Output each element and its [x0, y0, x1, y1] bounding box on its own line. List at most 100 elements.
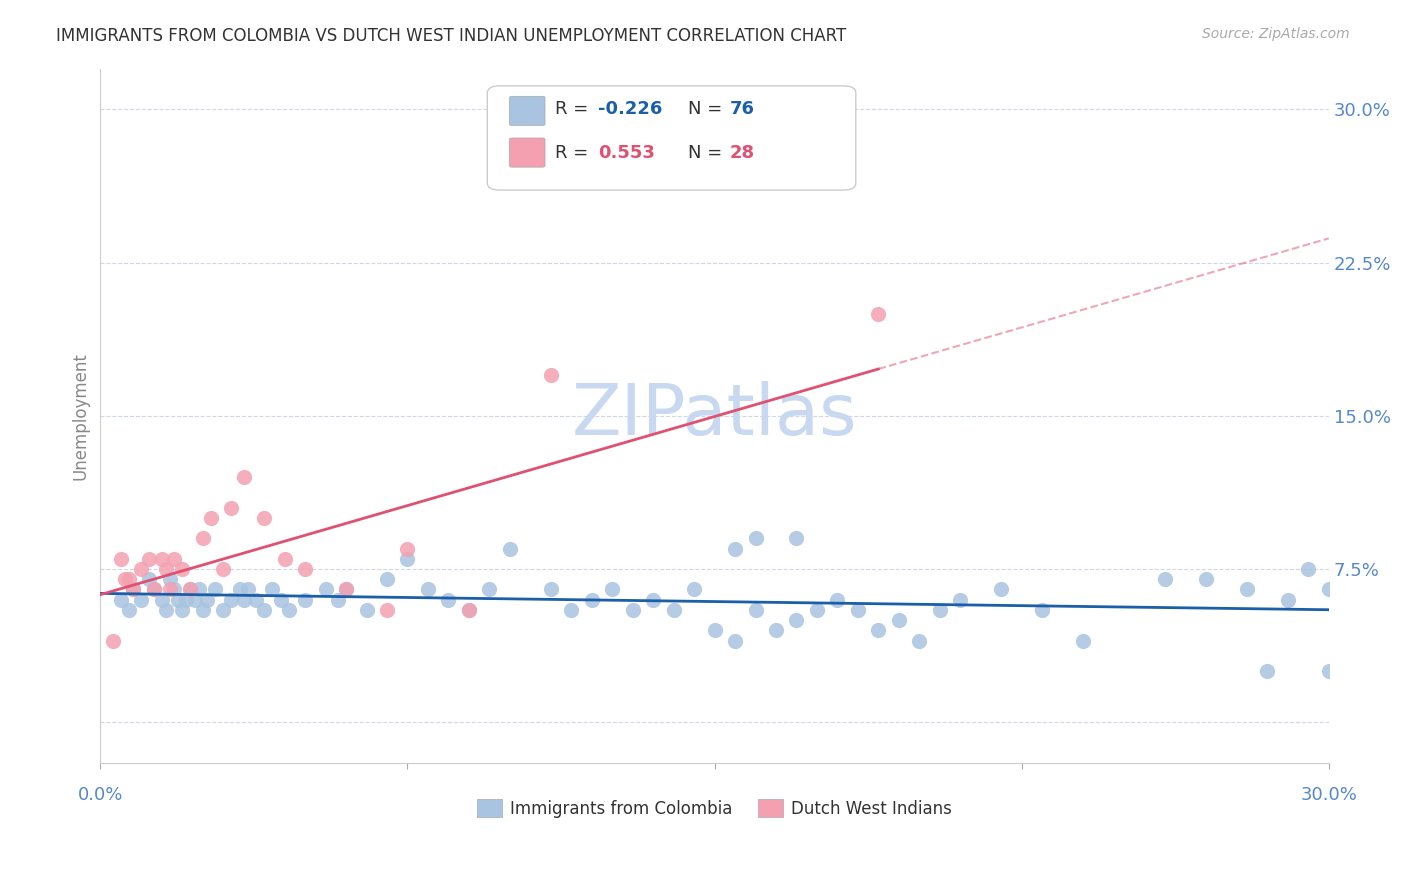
Point	[1071, 633, 1094, 648]
Point	[990, 582, 1012, 597]
Point	[253, 603, 276, 617]
Point	[138, 551, 160, 566]
Legend: Immigrants from Colombia, Dutch West Indians: Immigrants from Colombia, Dutch West Ind…	[471, 793, 959, 824]
Point	[437, 592, 460, 607]
Point	[335, 582, 357, 597]
Text: R =: R =	[555, 145, 599, 162]
Point	[114, 572, 136, 586]
Text: R =: R =	[555, 100, 593, 118]
Point	[163, 551, 186, 566]
Point	[294, 562, 316, 576]
Point	[150, 592, 173, 607]
Point	[662, 603, 685, 617]
Point	[1154, 572, 1177, 586]
Point	[167, 592, 190, 607]
Point	[375, 572, 398, 586]
Point	[142, 582, 165, 597]
Point	[396, 551, 419, 566]
Text: 30.0%: 30.0%	[1301, 786, 1357, 804]
Point	[457, 603, 479, 617]
Point	[315, 582, 337, 597]
FancyBboxPatch shape	[488, 86, 856, 190]
Point	[1256, 664, 1278, 678]
Point	[1031, 603, 1053, 617]
Point	[540, 582, 562, 597]
Point	[724, 633, 747, 648]
Point	[159, 582, 181, 597]
Point	[868, 624, 890, 638]
Point	[200, 511, 222, 525]
Point	[806, 603, 828, 617]
Point	[560, 603, 582, 617]
Point	[110, 592, 132, 607]
Point	[204, 582, 226, 597]
Point	[868, 307, 890, 321]
Point	[1277, 592, 1299, 607]
Point	[744, 603, 766, 617]
Point	[744, 532, 766, 546]
Text: ZIPatlas: ZIPatlas	[572, 381, 858, 450]
Point	[122, 582, 145, 597]
Point	[118, 603, 141, 617]
Point	[478, 582, 501, 597]
Point	[187, 582, 209, 597]
Point	[273, 551, 295, 566]
FancyBboxPatch shape	[509, 138, 546, 167]
Point	[129, 592, 152, 607]
Point	[179, 582, 201, 597]
Point	[621, 603, 644, 617]
Y-axis label: Unemployment: Unemployment	[72, 351, 89, 480]
Point	[643, 592, 665, 607]
Point	[270, 592, 292, 607]
Point	[846, 603, 869, 617]
Point	[212, 562, 235, 576]
Point	[540, 368, 562, 382]
Point	[183, 592, 205, 607]
FancyBboxPatch shape	[509, 96, 546, 126]
Point	[765, 624, 787, 638]
Text: 76: 76	[730, 100, 754, 118]
Point	[949, 592, 972, 607]
Text: 0.553: 0.553	[598, 145, 655, 162]
Point	[172, 603, 194, 617]
Point	[101, 633, 124, 648]
Text: 28: 28	[730, 145, 755, 162]
Point	[245, 592, 267, 607]
Text: IMMIGRANTS FROM COLOMBIA VS DUTCH WEST INDIAN UNEMPLOYMENT CORRELATION CHART: IMMIGRANTS FROM COLOMBIA VS DUTCH WEST I…	[56, 27, 846, 45]
Point	[416, 582, 439, 597]
Point	[581, 592, 603, 607]
Point	[110, 551, 132, 566]
Point	[326, 592, 349, 607]
Point	[262, 582, 284, 597]
Point	[232, 470, 254, 484]
Point	[356, 603, 378, 617]
Point	[600, 582, 623, 597]
Point	[683, 582, 706, 597]
Point	[499, 541, 522, 556]
Point	[396, 541, 419, 556]
Point	[118, 572, 141, 586]
Point	[228, 582, 250, 597]
Point	[138, 572, 160, 586]
Point	[129, 562, 152, 576]
Point	[908, 633, 931, 648]
Point	[155, 562, 177, 576]
Point	[1236, 582, 1258, 597]
Point	[827, 592, 849, 607]
Point	[277, 603, 299, 617]
Point	[703, 624, 725, 638]
Point	[335, 582, 357, 597]
Point	[1317, 664, 1340, 678]
Point	[887, 613, 910, 627]
Point	[142, 582, 165, 597]
Point	[928, 603, 950, 617]
Point	[191, 603, 214, 617]
Point	[232, 592, 254, 607]
Point	[375, 603, 398, 617]
Point	[122, 582, 145, 597]
Point	[191, 532, 214, 546]
Text: N =: N =	[688, 145, 727, 162]
Point	[159, 572, 181, 586]
Point	[1195, 572, 1218, 586]
Point	[294, 592, 316, 607]
